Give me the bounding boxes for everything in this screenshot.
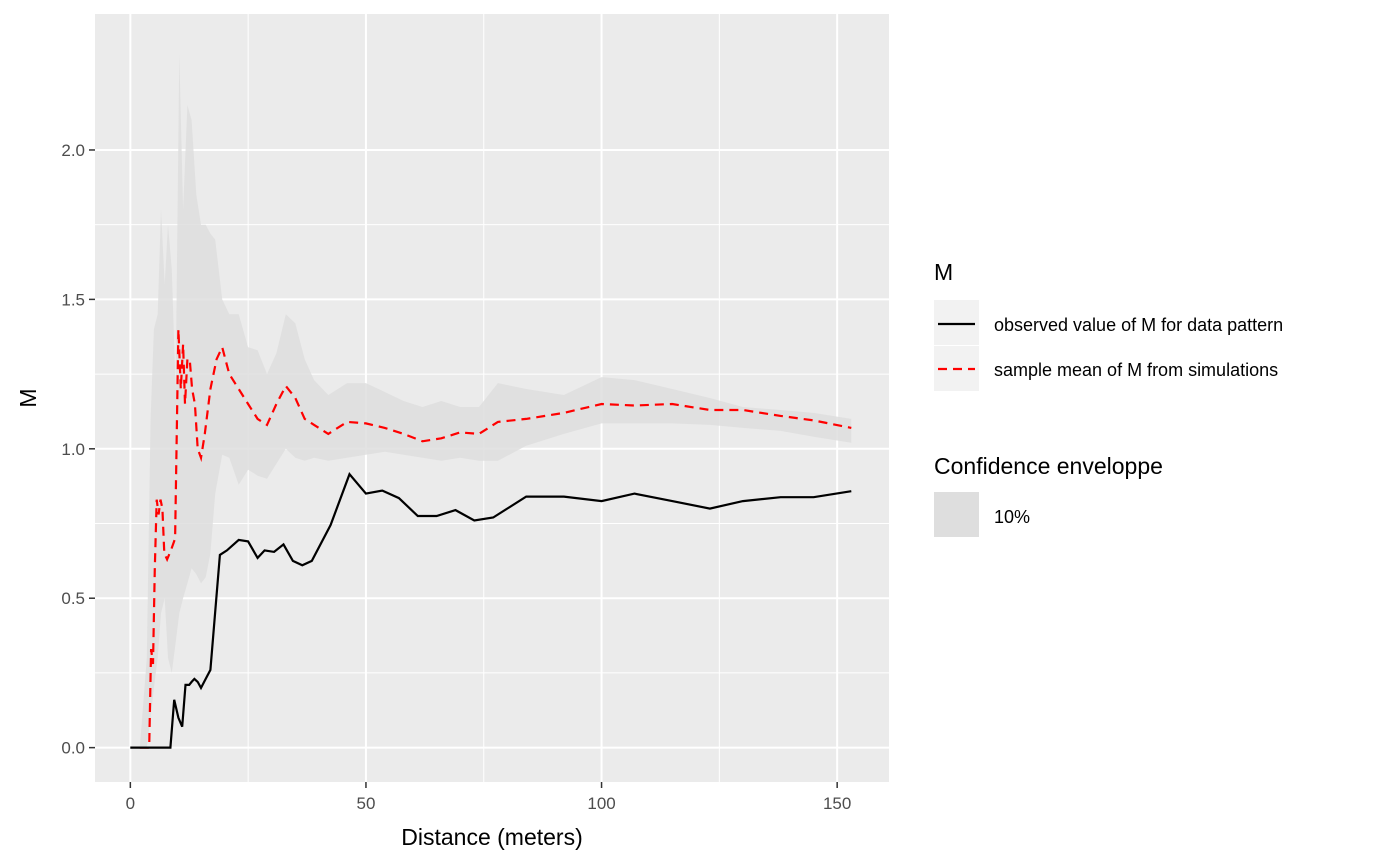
legend-label-observed: observed value of M for data pattern bbox=[994, 315, 1283, 335]
legend-key-envelope bbox=[934, 492, 979, 537]
legend-envelope-title: Confidence enveloppe bbox=[934, 453, 1163, 479]
confidence-envelope-band bbox=[139, 54, 852, 748]
y-tick-label: 1.5 bbox=[61, 290, 85, 309]
x-axis: 0 50 100 150 bbox=[126, 782, 851, 813]
x-tick-label: 0 bbox=[126, 794, 135, 813]
x-axis-title: Distance (meters) bbox=[401, 824, 582, 850]
legend-series-title: M bbox=[934, 259, 953, 285]
y-axis-title: M bbox=[15, 388, 41, 407]
legend-label-envelope: 10% bbox=[994, 507, 1030, 527]
legend-key-observed bbox=[934, 300, 979, 345]
y-tick-label: 0.0 bbox=[61, 739, 85, 758]
y-axis: 0.0 0.5 1.0 1.5 2.0 bbox=[61, 141, 95, 758]
grid-minor bbox=[95, 14, 889, 782]
y-tick-label: 1.0 bbox=[61, 440, 85, 459]
legend: M observed value of M for data pattern s… bbox=[934, 259, 1283, 537]
x-tick-label: 100 bbox=[587, 794, 615, 813]
y-tick-label: 0.5 bbox=[61, 589, 85, 608]
x-tick-label: 50 bbox=[356, 794, 375, 813]
legend-label-mean: sample mean of M from simulations bbox=[994, 360, 1278, 380]
observed-value-line bbox=[130, 472, 852, 749]
y-tick-label: 2.0 bbox=[61, 141, 85, 160]
x-tick-label: 150 bbox=[823, 794, 851, 813]
